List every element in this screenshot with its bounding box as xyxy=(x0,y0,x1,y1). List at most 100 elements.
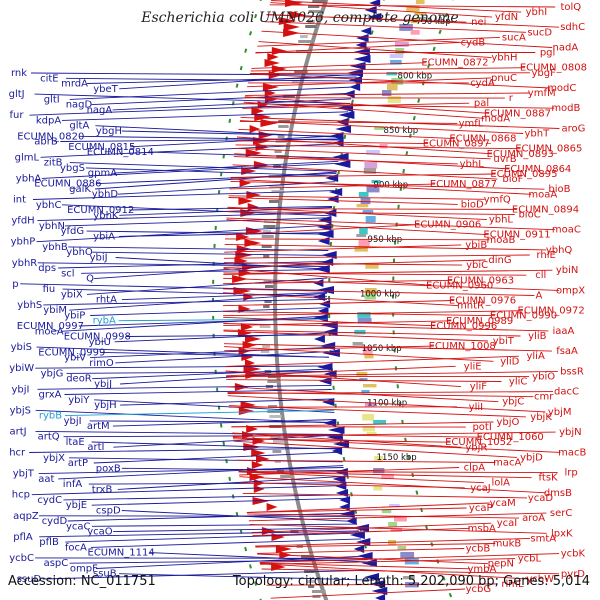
feature-block xyxy=(364,354,374,359)
minus-strand-arrow xyxy=(321,398,335,406)
gene-label: gltJ xyxy=(9,89,25,100)
gene-label: ompF xyxy=(70,564,98,575)
gene-block xyxy=(312,0,327,3)
plus-strand-arrow xyxy=(238,197,253,205)
gene-label: ybjX xyxy=(43,453,65,464)
plus-strand-arrow xyxy=(258,131,274,139)
gene-connector xyxy=(61,111,349,121)
gene-label: ybjJ xyxy=(94,379,112,390)
gene-label: ECUMN_0990 xyxy=(490,311,557,322)
gene-block xyxy=(296,50,310,53)
gene-label: ycaO xyxy=(87,527,113,538)
gene-label: int xyxy=(13,195,26,206)
feature-block xyxy=(379,144,388,149)
gene-connector xyxy=(260,558,516,565)
gene-label: ECUMN_0912 xyxy=(67,205,134,216)
gene-label: lolA xyxy=(491,478,510,489)
feature-block xyxy=(356,234,367,238)
gene-label: ECUMN_0911 xyxy=(483,230,550,241)
gene-connector xyxy=(148,151,339,159)
gene-label: bssR xyxy=(560,366,584,377)
scale-label: 1000 kbp xyxy=(360,290,400,300)
gene-label: cspD xyxy=(96,506,121,517)
gene-label: ycaP xyxy=(469,503,493,514)
gene-connector xyxy=(35,430,338,435)
gene-label: yliB xyxy=(528,331,546,342)
gene-block xyxy=(278,125,289,128)
feature-block xyxy=(381,510,392,514)
map-title: Escherichia coli UMN026, complete genome xyxy=(141,10,459,26)
gene-connector xyxy=(66,77,356,82)
gene-block xyxy=(267,380,280,383)
gene-connector xyxy=(260,563,529,580)
gene-connector xyxy=(223,288,535,296)
feature-block xyxy=(364,162,378,169)
minus-strand-arrow xyxy=(349,62,366,70)
gene-connector xyxy=(259,553,560,563)
minus-strand-arrow xyxy=(332,153,349,161)
gene-label: ybjI xyxy=(64,416,82,427)
minus-strand-arrow xyxy=(353,55,371,63)
plus-strand-arrow xyxy=(267,53,279,61)
gene-connector xyxy=(234,153,510,170)
minus-strand-arrow xyxy=(339,496,350,504)
feature-block xyxy=(394,516,407,522)
gene-block xyxy=(263,255,270,258)
gene-connector xyxy=(223,311,496,317)
gene-label: ECUMN_0886 xyxy=(34,179,101,190)
gene-connector xyxy=(69,86,355,100)
gene-connector xyxy=(39,515,355,517)
minus-strand-arrow xyxy=(319,300,331,308)
gene-label: mntR xyxy=(457,301,484,312)
feature-block xyxy=(358,240,370,247)
gene-label: ECUMN_0872 xyxy=(421,58,488,69)
gene-connector xyxy=(222,292,459,307)
gene-connector xyxy=(223,323,549,332)
gene-label: A xyxy=(535,291,542,302)
gene-label: aqpZ xyxy=(13,511,39,522)
gene-connector xyxy=(115,257,328,270)
gene-connector xyxy=(228,405,526,418)
gene-connector xyxy=(62,288,328,297)
gene-connector xyxy=(250,72,530,74)
feature-block xyxy=(356,204,369,208)
gene-label: nagA xyxy=(87,105,113,116)
genome-summary: Topology: circular; Length: 5,202,090 bp… xyxy=(232,574,590,589)
gene-connector xyxy=(125,334,328,337)
gene-label: ymfL xyxy=(459,118,484,129)
minus-strand-arrow xyxy=(317,216,332,224)
gene-label: pnuC xyxy=(491,73,517,84)
gene-connector xyxy=(223,262,463,266)
gene-label: aroG xyxy=(562,124,586,135)
gene-connector xyxy=(30,72,358,76)
gene-connector xyxy=(236,459,496,463)
gene-connector xyxy=(227,206,488,221)
gene-label: bioD xyxy=(461,199,484,210)
minus-strand-arrow xyxy=(364,6,377,14)
feature-block xyxy=(363,168,376,174)
gene-connector xyxy=(39,530,359,538)
minus-strand-arrow xyxy=(349,83,361,91)
gene-label: gltA xyxy=(69,121,89,132)
minus-strand-arrow xyxy=(360,27,372,35)
gene-label: artI xyxy=(87,442,104,453)
gene-block xyxy=(307,580,315,583)
gene-label: smtA xyxy=(530,533,556,544)
gene-label: ybiU xyxy=(89,337,111,348)
gene-label: aspC xyxy=(44,558,69,569)
gene-connector xyxy=(65,532,360,543)
gene-connector xyxy=(63,494,350,501)
gene-label: dacC xyxy=(554,387,579,398)
gene-label: p xyxy=(12,279,18,290)
feature-block xyxy=(359,378,368,382)
gene-label: ybhH xyxy=(491,53,517,64)
gene-connector xyxy=(247,513,520,519)
plus-strand-arrow xyxy=(249,473,265,481)
gene-label: aroA xyxy=(522,513,545,524)
gene-label: nadA xyxy=(553,43,579,54)
gene-label: modB xyxy=(551,103,580,114)
gene-block xyxy=(311,590,326,593)
gene-label: ybiV xyxy=(64,353,86,364)
gene-label: ybiS xyxy=(11,342,32,353)
